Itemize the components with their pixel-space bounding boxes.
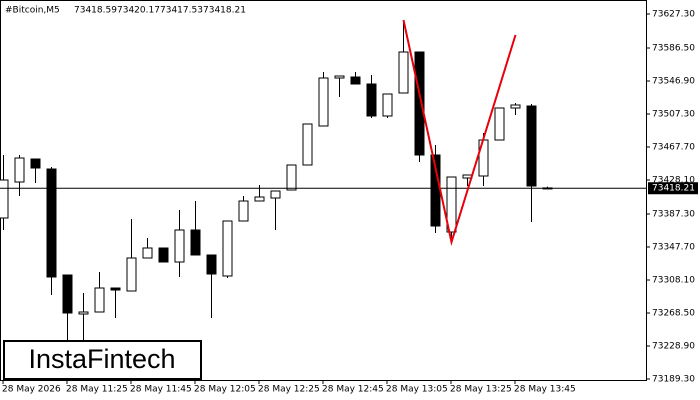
- candle-body: [222, 220, 233, 277]
- x-tick-label: 28 May 11:45: [130, 385, 192, 395]
- candle-body: [334, 75, 345, 79]
- candle-body: [366, 83, 377, 117]
- x-tick-label: 28 May 13:25: [450, 385, 512, 395]
- x-tick-label: 28 May 2026: [2, 385, 61, 395]
- candle-body: [510, 104, 521, 109]
- x-tick-label: 28 May 12:25: [258, 385, 320, 395]
- candle-body: [526, 105, 537, 187]
- candle-body: [398, 51, 409, 94]
- header-prices: 73418.59 73420.17 73417.53 73418.21: [74, 6, 246, 16]
- candle-body: [382, 93, 393, 117]
- x-tick-label: 28 May 11:25: [66, 385, 128, 395]
- candle-body: [446, 176, 457, 233]
- candle-body: [190, 229, 201, 256]
- plot: [0, 19, 646, 340]
- y-tick-label: 73428.10: [652, 176, 695, 186]
- candle-body: [174, 229, 185, 263]
- y-tick-label: 73228.90: [652, 342, 695, 352]
- candle-body: [238, 200, 249, 222]
- candle-body: [270, 190, 281, 199]
- candle-body: [494, 107, 505, 141]
- y-tick-label: 73546.90: [652, 77, 695, 87]
- candle-body: [110, 287, 121, 291]
- logo: InstaFintech: [28, 344, 175, 374]
- y-tick-label: 73586.50: [652, 44, 695, 54]
- candle-body: [414, 51, 425, 156]
- x-tick-label: 28 May 12:45: [322, 385, 384, 395]
- candle-body: [350, 76, 361, 85]
- candle-body: [78, 311, 89, 315]
- x-tick-label: 28 May 13:45: [514, 385, 576, 395]
- y-tick-label: 73189.30: [652, 375, 695, 385]
- candle-body: [158, 247, 169, 263]
- candle-body: [286, 164, 297, 191]
- header-open: 73418.59: [74, 6, 117, 16]
- candle-body: [318, 77, 329, 127]
- y-tick-label: 73387.30: [652, 210, 695, 220]
- candle-body: [142, 247, 153, 259]
- header-high: 73420.17: [117, 6, 160, 16]
- candle-body: [30, 158, 41, 169]
- y-tick-label: 73268.50: [652, 309, 695, 319]
- logo-box: [3, 340, 202, 380]
- candle-body: [206, 254, 217, 275]
- header-close: 73418.21: [203, 6, 246, 16]
- y-tick-label: 73627.30: [652, 10, 695, 20]
- candle-body: [126, 257, 137, 292]
- symbol: #Bitcoin,M5: [5, 6, 60, 16]
- y-tick-label: 73308.10: [652, 276, 695, 286]
- y-tick-label: 73467.70: [652, 143, 695, 153]
- candle-body: [0, 179, 9, 219]
- candle-body: [302, 123, 313, 166]
- price-tag: [648, 182, 698, 195]
- x-tick-label: 28 May 13:05: [386, 385, 448, 395]
- candle-body: [62, 274, 73, 314]
- x-tick-label: 28 May 12:05: [194, 385, 256, 395]
- candle-body: [46, 168, 57, 278]
- candle-body: [14, 157, 25, 183]
- header-low: 73417.53: [160, 6, 203, 16]
- price-tag-label: 73418.21: [652, 184, 695, 194]
- candle-body: [94, 287, 105, 313]
- pattern-line: [402, 19, 517, 246]
- candle-body: [254, 196, 265, 202]
- y-tick-label: 73347.70: [652, 243, 695, 253]
- y-tick-label: 73507.30: [652, 110, 695, 120]
